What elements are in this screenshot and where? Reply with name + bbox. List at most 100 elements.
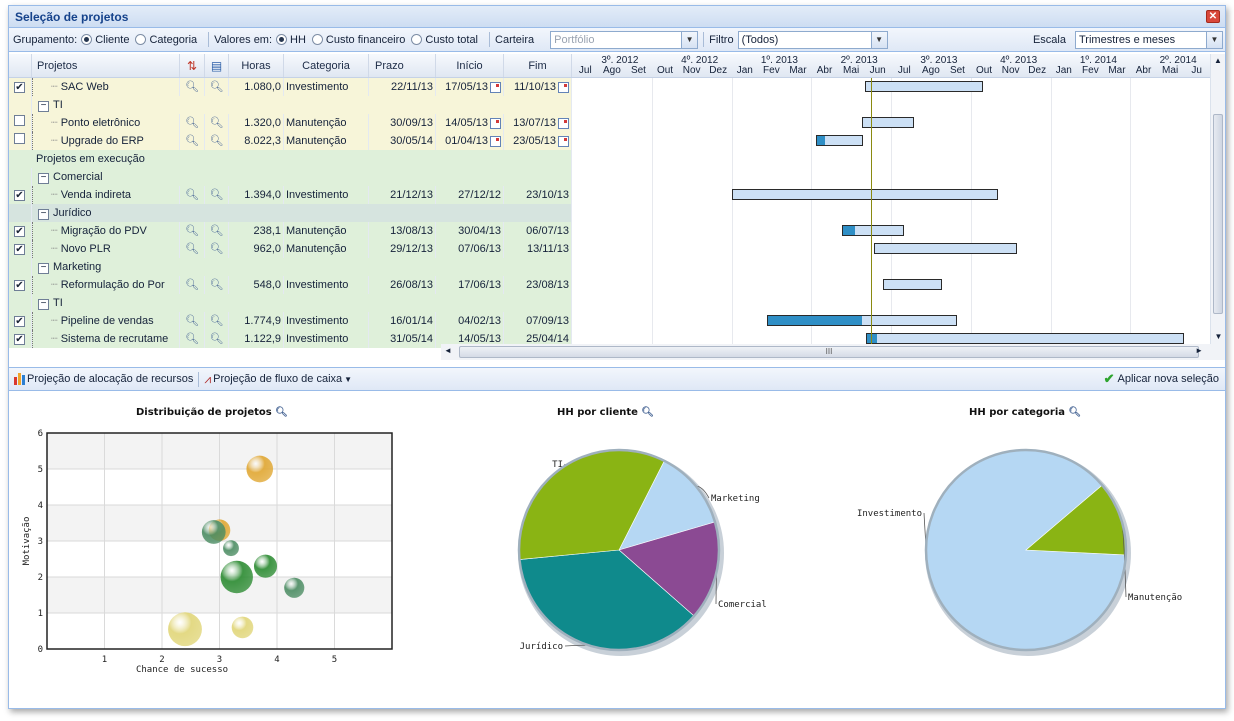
section-row[interactable]: Projetos em execução (9, 150, 572, 168)
scrollbar-thumb[interactable]: III (459, 346, 1199, 358)
radio-icon[interactable] (311, 34, 323, 45)
project-name[interactable]: Upgrade do ERP (60, 135, 144, 147)
calendar-icon[interactable] (490, 81, 501, 93)
values-radio-hh[interactable]: HH (276, 34, 306, 46)
chevron-down-icon[interactable]: ▼ (1206, 31, 1222, 48)
search-icon[interactable]: 🔍︎ (205, 114, 229, 132)
zoom-icon[interactable]: 🔍︎ (275, 407, 288, 418)
zoom-icon[interactable]: 🔍︎ (180, 114, 205, 132)
end-cell[interactable]: 13/07/13 (504, 114, 572, 132)
project-name[interactable]: Novo PLR (60, 243, 111, 255)
scrollbar-thumb[interactable] (1213, 114, 1223, 314)
zoom-icon[interactable]: 🔍︎ (180, 240, 205, 258)
scroll-down-icon[interactable]: ▼ (1214, 332, 1223, 341)
group-row[interactable]: − Marketing (9, 258, 572, 276)
table-row[interactable]: ✔ ┈ SAC Web 🔍︎ 🔍︎ 1.080,0 Investimento 22/11/1… (9, 78, 572, 96)
zoom-icon[interactable]: 🔍︎ (180, 78, 205, 96)
values-radio-custo-total[interactable]: Custo total (411, 34, 478, 46)
radio-icon[interactable] (411, 34, 423, 45)
radio-icon[interactable] (135, 34, 147, 45)
hierarchy-icon[interactable]: ▤ (205, 54, 229, 77)
gantt-bar[interactable] (864, 81, 983, 92)
vertical-scrollbar[interactable]: ▲ ▼ (1210, 54, 1225, 344)
chevron-down-icon[interactable]: ▼ (344, 374, 353, 384)
zoom-icon[interactable]: 🔍︎ (180, 132, 205, 150)
search-icon[interactable]: 🔍︎ (205, 276, 229, 294)
filter-select[interactable]: (Todos) ▼ (737, 30, 888, 49)
collapse-icon[interactable]: − (38, 101, 49, 112)
gantt-bar[interactable] (841, 225, 904, 236)
table-row[interactable]: ┈ Ponto eletrônico 🔍︎ 🔍︎ 1.320,0 Manutenção 3… (9, 114, 572, 132)
group-row[interactable]: − TI (9, 294, 572, 312)
grouping-radio-cliente[interactable]: Cliente (81, 34, 129, 46)
project-name[interactable]: SAC Web (60, 81, 109, 93)
portfolio-select[interactable]: Portfólio ▼ (550, 30, 699, 49)
collapse-icon[interactable]: − (38, 263, 49, 274)
header-inicio[interactable]: Início (436, 54, 504, 77)
resource-projection-button[interactable]: Projeção de alocação de recursos (27, 373, 194, 385)
tree-structure-icon[interactable]: ⇅ (180, 54, 205, 77)
header-categoria[interactable]: Categoria (284, 54, 369, 77)
zoom-icon[interactable]: 🔍︎ (641, 407, 655, 418)
values-radio-custo-financeiro[interactable]: Custo financeiro (311, 34, 405, 46)
chevron-down-icon[interactable]: ▼ (870, 31, 887, 48)
project-name[interactable]: Migração do PDV (60, 225, 147, 237)
checkbox[interactable] (14, 115, 25, 126)
group-row[interactable]: − TI (9, 96, 572, 114)
project-name[interactable]: Reformulação do Por (60, 279, 165, 291)
scroll-right-icon[interactable]: ► (1195, 346, 1203, 355)
project-name[interactable]: Sistema de recrutame (60, 333, 169, 345)
gantt-bar[interactable] (874, 243, 1017, 254)
zoom-icon[interactable]: 🔍︎ (180, 186, 205, 204)
zoom-icon[interactable]: 🔍︎ (1068, 407, 1082, 418)
calendar-icon[interactable] (490, 117, 501, 129)
start-cell[interactable]: 01/04/13 (436, 132, 504, 150)
chevron-down-icon[interactable]: ▼ (681, 31, 698, 48)
checkbox[interactable]: ✔ (14, 316, 25, 327)
bar-chart-icon[interactable] (14, 373, 25, 385)
search-icon[interactable]: 🔍︎ (205, 222, 229, 240)
start-cell[interactable]: 14/05/13 (436, 114, 504, 132)
checkbox[interactable]: ✔ (14, 280, 25, 291)
checkbox[interactable]: ✔ (14, 244, 25, 255)
radio-selected-icon[interactable] (276, 34, 288, 45)
table-row[interactable]: ┈ Upgrade do ERP 🔍︎ 🔍︎ 8.022,3 Manutenção 30/… (9, 132, 572, 150)
calendar-icon[interactable] (490, 135, 501, 147)
zoom-icon[interactable]: 🔍︎ (180, 222, 205, 240)
table-row[interactable]: ✔ ┈ Sistema de recrutame 🔍︎ 🔍︎ 1.122,9 Invest… (9, 330, 572, 348)
zoom-icon[interactable]: 🔍︎ (180, 276, 205, 294)
project-name[interactable]: Pipeline de vendas (60, 315, 154, 327)
search-icon[interactable]: 🔍︎ (205, 312, 229, 330)
close-icon[interactable]: ✕ (1206, 10, 1220, 23)
calendar-icon[interactable] (558, 135, 569, 147)
project-name[interactable]: Ponto eletrônico (60, 117, 141, 129)
group-row[interactable]: − Comercial (9, 168, 572, 186)
grouping-radio-categoria[interactable]: Categoria (135, 34, 197, 46)
collapse-icon[interactable]: − (38, 173, 49, 184)
table-row[interactable]: ✔ ┈ Pipeline de vendas 🔍︎ 🔍︎ 1.774,9 Investim… (9, 312, 572, 330)
project-name[interactable]: Venda indireta (60, 189, 132, 201)
header-prazo[interactable]: Prazo (369, 54, 436, 77)
collapse-icon[interactable]: − (38, 299, 49, 310)
end-cell[interactable]: 23/05/13 (504, 132, 572, 150)
zoom-icon[interactable]: 🔍︎ (180, 330, 205, 348)
start-cell[interactable]: 17/05/13 (436, 78, 504, 96)
radio-selected-icon[interactable] (81, 34, 93, 45)
scroll-left-icon[interactable]: ◄ (444, 346, 452, 355)
header-horas[interactable]: Horas (229, 54, 284, 77)
scroll-up-icon[interactable]: ▲ (1214, 56, 1222, 65)
table-row[interactable]: ✔ ┈ Venda indireta 🔍︎ 🔍︎ 1.394,0 Investimento… (9, 186, 572, 204)
checkbox[interactable]: ✔ (14, 82, 25, 93)
apply-selection-button[interactable]: ✔ Aplicar nova seleção (1104, 371, 1219, 387)
checkbox[interactable]: ✔ (14, 226, 25, 237)
checkbox[interactable] (14, 133, 25, 144)
gantt-bar[interactable] (766, 315, 958, 326)
search-icon[interactable]: 🔍︎ (205, 186, 229, 204)
checkbox[interactable]: ✔ (14, 190, 25, 201)
gantt-bar[interactable] (861, 117, 914, 128)
end-cell[interactable]: 11/10/13 (504, 78, 572, 96)
header-projetos[interactable]: Projetos (32, 54, 180, 77)
calendar-icon[interactable] (558, 81, 569, 93)
gantt-bar[interactable] (732, 189, 998, 200)
gantt-bar[interactable] (815, 135, 863, 146)
